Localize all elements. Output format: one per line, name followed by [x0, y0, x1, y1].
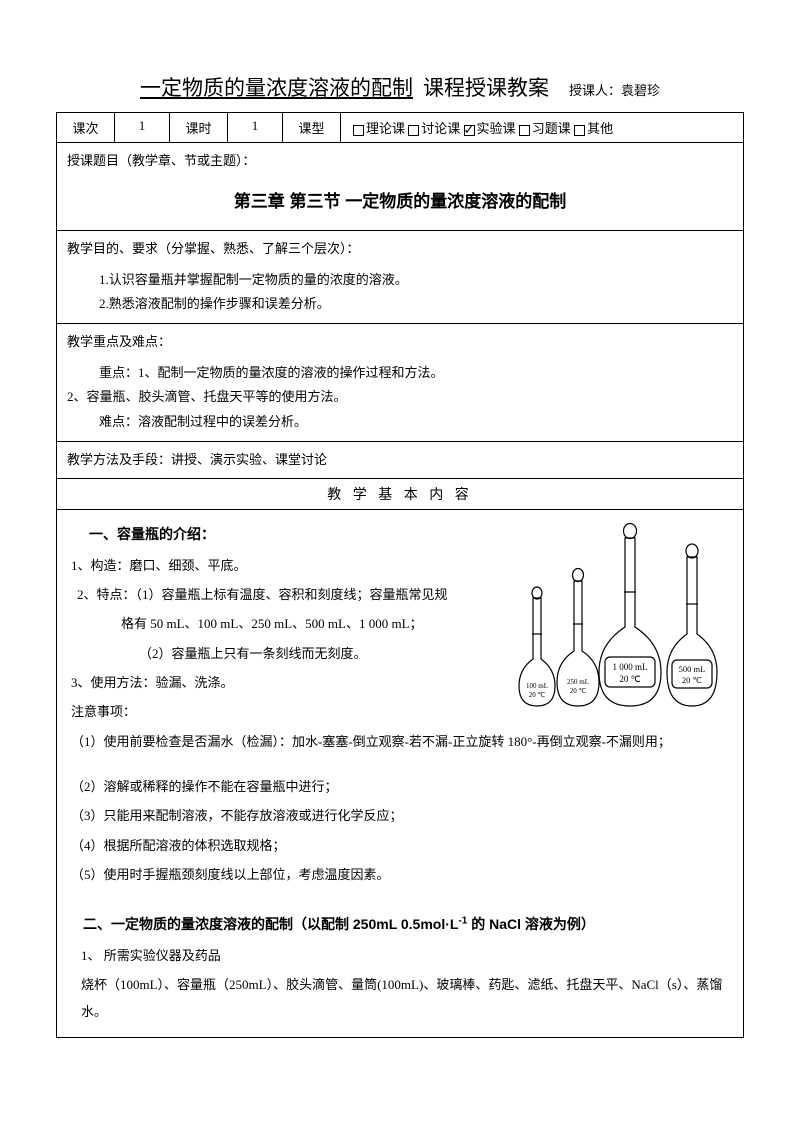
page-title-row: 一定物质的量浓度溶液的配制 课程授课教案 授课人：袁碧珍 — [56, 72, 744, 102]
keshi-val: 1 — [228, 113, 283, 142]
topic-section: 授课题目（教学章、节或主题）： 第三章 第三节 一定物质的量浓度溶液的配制 — [57, 143, 743, 231]
s1-n3: （3）只能用来配制溶液，不能存放溶液或进行化学反应； — [71, 802, 729, 829]
keshi-label: 课时 — [170, 113, 228, 142]
methods-value: 讲授、演示实验、课堂讨论 — [171, 452, 327, 467]
svg-text:20 ℃: 20 ℃ — [619, 674, 640, 684]
theory-checkbox — [353, 125, 364, 136]
experiment-checkbox — [464, 125, 475, 136]
s1-n4: （4）根据所配溶液的体积选取规格； — [71, 832, 729, 859]
discuss-checkbox — [408, 125, 419, 136]
objective-2: 2.熟悉溶液配制的操作步骤和误差分析。 — [67, 292, 733, 317]
svg-text:20 ℃: 20 ℃ — [682, 675, 703, 685]
lesson-plan-table: 课次 1 课时 1 课型 理论课 讨论课 实验课 习题课 其他 授课题目（教学章… — [56, 112, 744, 1038]
keypoint-zd2: 2、容量瓶、胶头滴管、托盘天平等的使用方法。 — [67, 385, 733, 410]
title-plain: 课程授课教案 — [423, 72, 549, 102]
methods-section: 教学方法及手段：讲授、演示实验、课堂讨论 — [57, 442, 743, 480]
section2-title: 二、一定物质的量浓度溶液的配制（以配制 250mL 0.5mol·L-1 的 N… — [71, 910, 729, 939]
topic-label: 授课题目（教学章、节或主题）： — [67, 149, 733, 174]
title-underlined: 一定物质的量浓度溶液的配制 — [140, 72, 413, 102]
instructor: 授课人：袁碧珍 — [569, 80, 660, 99]
info-row: 课次 1 课时 1 课型 理论课 讨论课 实验课 习题课 其他 — [57, 113, 743, 143]
keypoint-nd: 难点：溶液配制过程中的误差分析。 — [67, 410, 733, 435]
kechi-val: 1 — [115, 113, 170, 142]
keypoints-section: 教学重点及难点： 重点：1、配制一定物质的量浓度的溶液的操作过程和方法。 2、容… — [57, 324, 743, 442]
svg-text:100 mL: 100 mL — [526, 682, 548, 690]
exercise-checkbox — [519, 125, 530, 136]
s2-p2: 烧杯（100mL）、容量瓶（250mL）、胶头滴管、量筒(100mL)、玻璃棒、… — [71, 971, 729, 1026]
content-heading: 教 学 基 本 内 容 — [57, 479, 743, 510]
objectives-section: 教学目的、要求（分掌握、熟悉、了解三个层次）： 1.认识容量瓶并掌握配制一定物质… — [57, 231, 743, 324]
flask-diagram: 100 mL 20 ℃ 250 mL 20 ℃ 1 000 — [505, 520, 735, 720]
s2-p1: 1、 所需实验仪器及药品 — [71, 942, 729, 969]
kexing-options: 理论课 讨论课 实验课 习题课 其他 — [341, 113, 743, 142]
svg-text:1 000 mL: 1 000 mL — [613, 662, 648, 672]
svg-text:20 ℃: 20 ℃ — [570, 687, 587, 695]
svg-text:250 mL: 250 mL — [567, 678, 589, 686]
kechi-label: 课次 — [57, 113, 115, 142]
s1-n5: （5）使用时手握瓶颈刻度线以上部位，考虑温度因素。 — [71, 861, 729, 888]
s1-n1: （1）使用前要检查是否漏水（检漏）：加水-塞塞-倒立观察-若不漏-正立旋转 18… — [71, 728, 729, 755]
other-checkbox — [574, 125, 585, 136]
svg-text:20 ℃: 20 ℃ — [529, 691, 546, 699]
objective-1: 1.认识容量瓶并掌握配制一定物质的量的浓度的溶液。 — [67, 268, 733, 293]
keypoint-zd1: 重点：1、配制一定物质的量浓度的溶液的操作过程和方法。 — [67, 361, 733, 386]
kexing-label: 课型 — [283, 113, 341, 142]
s1-n2: （2）溶解或稀释的操作不能在容量瓶中进行； — [71, 773, 729, 800]
methods-label: 教学方法及手段： — [67, 452, 171, 467]
topic-value: 第三章 第三节 一定物质的量浓度溶液的配制 — [67, 180, 733, 224]
objectives-label: 教学目的、要求（分掌握、熟悉、了解三个层次）： — [67, 237, 733, 262]
svg-text:500 mL: 500 mL — [679, 664, 706, 674]
keypoints-label: 教学重点及难点： — [67, 330, 733, 355]
content-body: 100 mL 20 ℃ 250 mL 20 ℃ 1 000 — [57, 510, 743, 1037]
